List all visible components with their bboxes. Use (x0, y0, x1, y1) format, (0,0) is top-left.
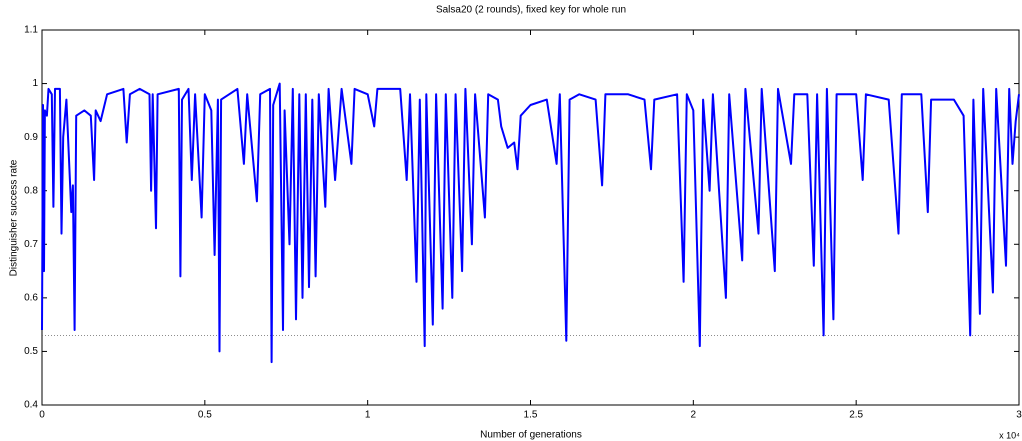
y-tick-label: 0.7 (24, 239, 38, 250)
x-multiplier: x 10⁴ (999, 430, 1020, 440)
x-tick-label: 3 (1016, 410, 1022, 421)
x-tick-label: 2.5 (849, 410, 863, 421)
plot-frame (41, 29, 1020, 406)
y-tick-label: 0.9 (24, 132, 38, 143)
y-axis-label: Distinguisher success rate (9, 159, 20, 276)
x-tick-label: 0 (39, 410, 45, 421)
x-tick-label: 1.5 (524, 410, 538, 421)
x-axis-label: Number of generations (480, 430, 582, 441)
y-tick-label: 1.1 (24, 25, 38, 36)
y-tick-label: 1 (32, 78, 38, 89)
y-tick-label: 0.8 (24, 185, 38, 196)
y-tick-label: 0.4 (24, 400, 38, 411)
x-tick-label: 2 (691, 410, 697, 421)
y-tick-label: 0.6 (24, 292, 38, 303)
y-tick-label: 0.5 (24, 346, 38, 357)
chart-title: Salsa20 (2 rounds), fixed key for whole … (436, 5, 626, 16)
x-tick-label: 1 (365, 410, 371, 421)
x-tick-label: 0.5 (198, 410, 212, 421)
data-line (41, 82, 1020, 364)
